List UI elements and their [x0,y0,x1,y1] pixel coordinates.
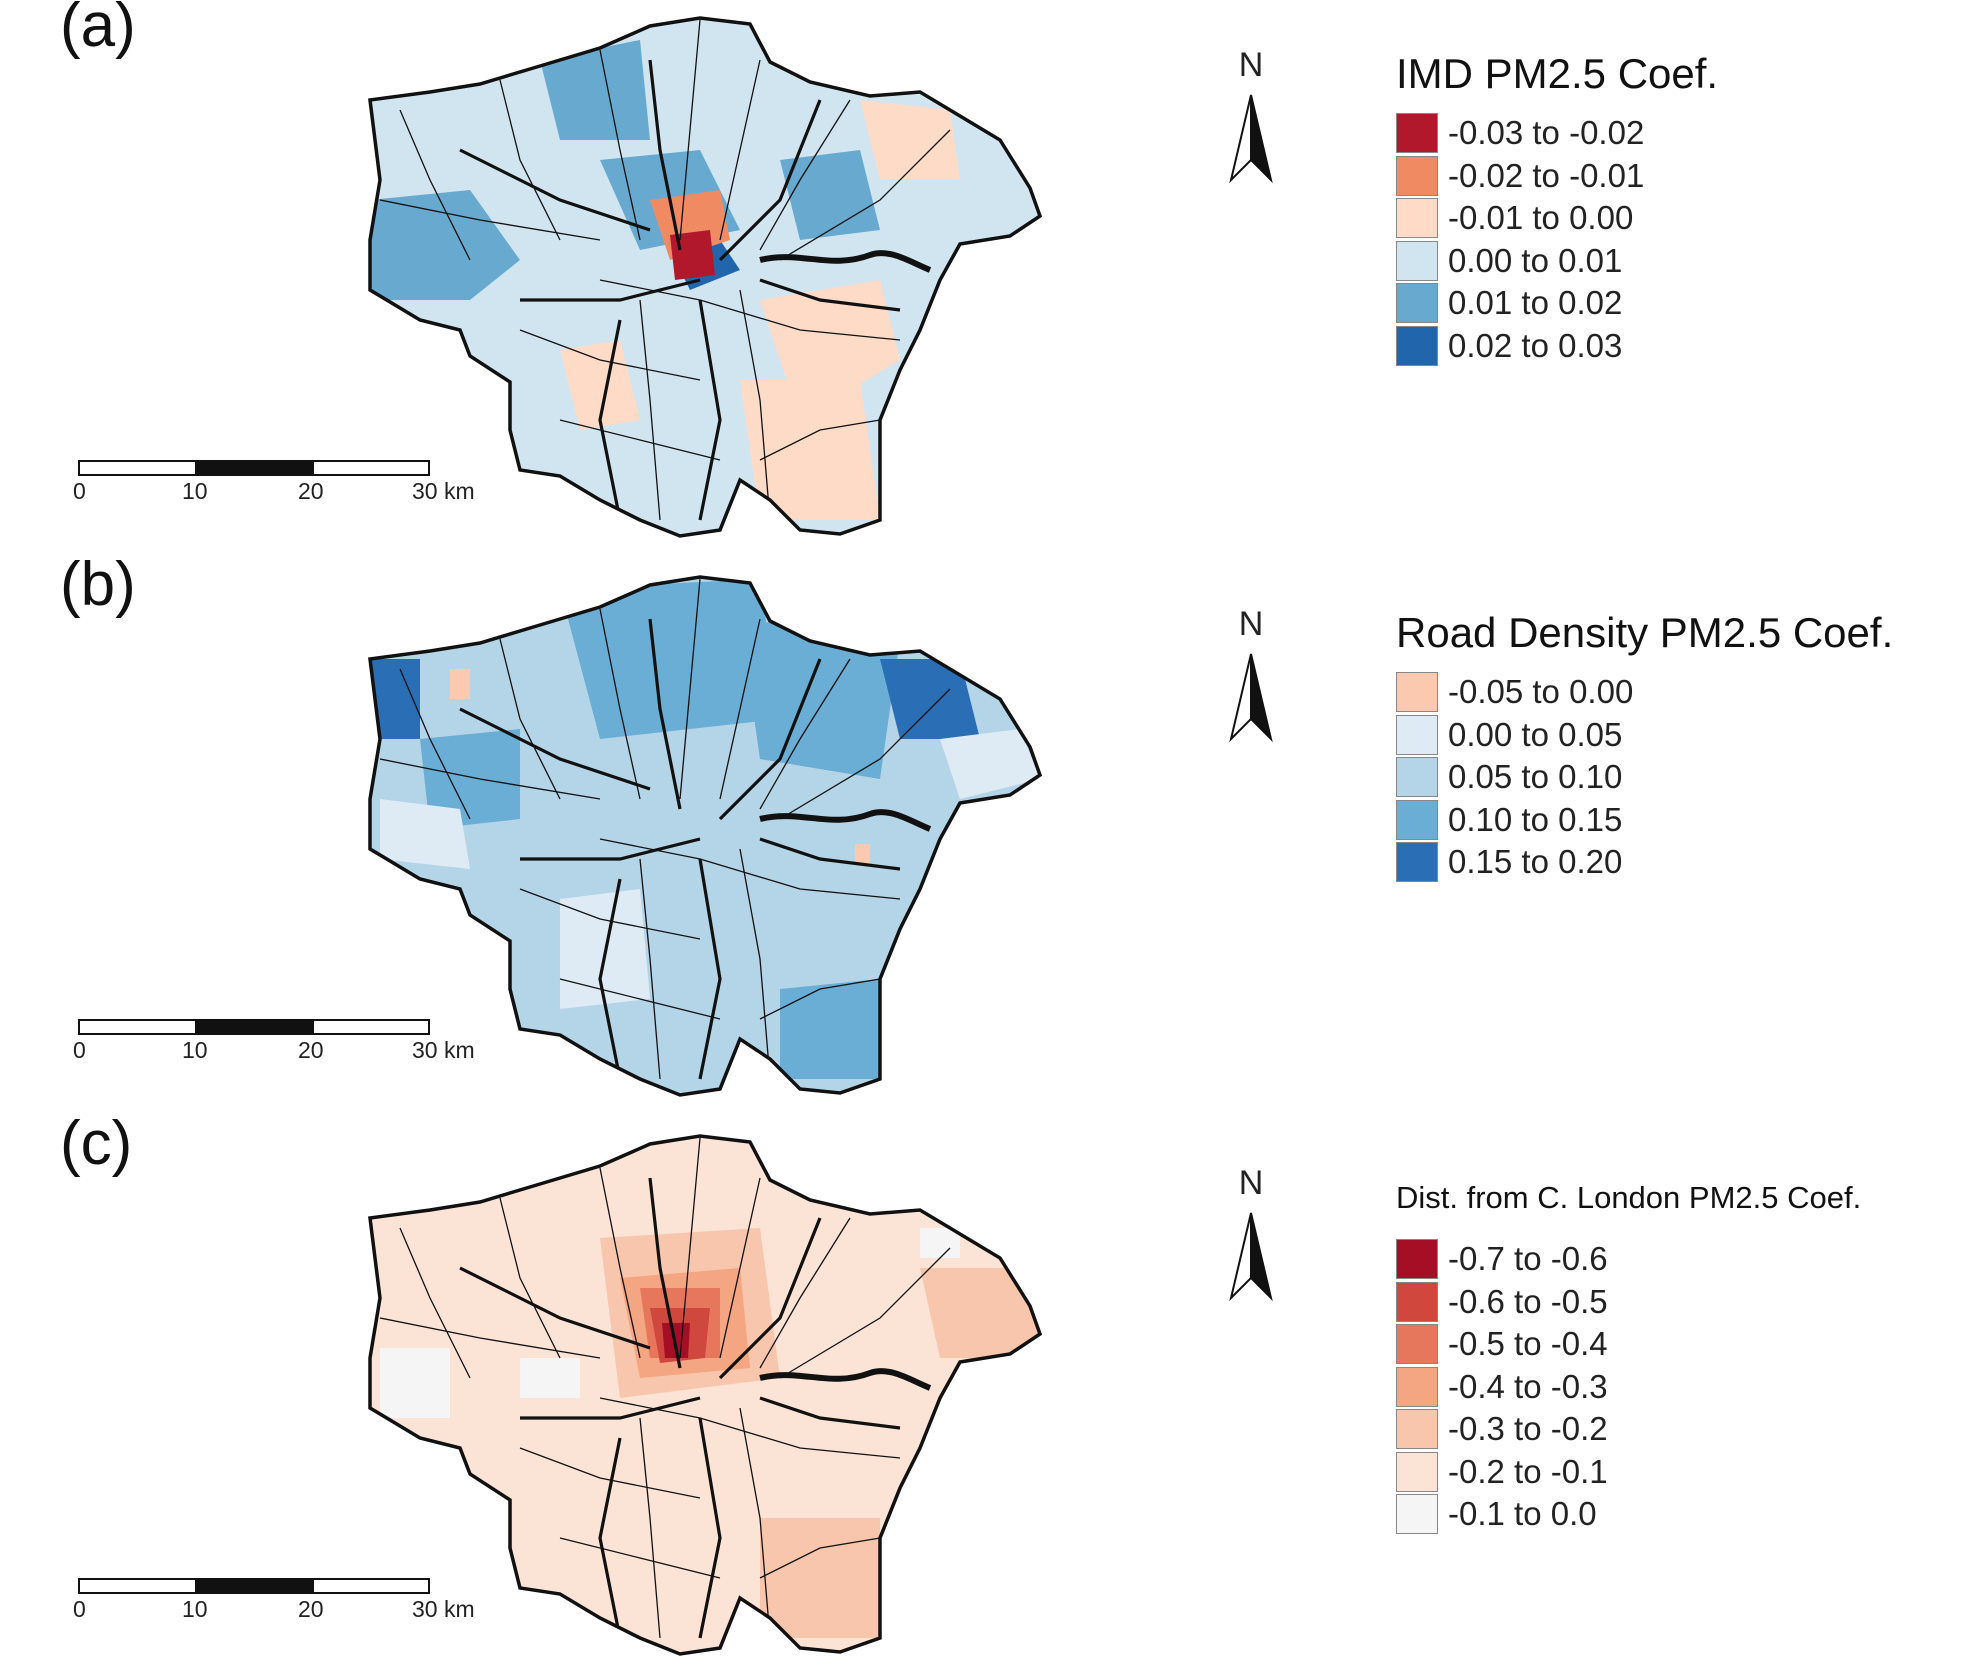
legend-item: -0.4 to -0.3 [1396,1366,1861,1409]
legend-swatch [1396,198,1438,239]
legend-item: -0.02 to -0.01 [1396,155,1718,198]
legend-item-label: -0.01 to 0.00 [1448,199,1634,237]
legend-item: 0.01 to 0.02 [1396,282,1718,325]
legend-item-label: -0.4 to -0.3 [1448,1367,1608,1405]
legend-swatch [1396,757,1438,798]
legend-item-label: -0.02 to -0.01 [1448,156,1645,194]
scale-tick: 20 [298,1596,324,1622]
legend-item: 0.10 to 0.15 [1396,799,1893,842]
legend: IMD PM2.5 Coef. -0.03 to -0.02 -0.02 to -… [1396,50,1718,367]
scale-bar [78,1019,430,1035]
legend-item-label: 0.15 to 0.20 [1448,843,1623,881]
scale-tick: 10 [182,1037,208,1063]
legend-item: -0.3 to -0.2 [1396,1408,1861,1451]
legend-item: -0.5 to -0.4 [1396,1323,1861,1366]
legend-title: IMD PM2.5 Coef. [1396,50,1719,97]
legend-item: -0.2 to -0.1 [1396,1451,1861,1494]
north-indicator: N [1226,46,1276,196]
legend-item: -0.6 to -0.5 [1396,1281,1861,1324]
legend-item: 0.00 to 0.05 [1396,714,1893,757]
legend-item: -0.05 to 0.00 [1396,671,1893,714]
north-label: N [1238,46,1264,84]
legend-item: 0.15 to 0.20 [1396,841,1893,884]
legend-swatch [1396,1281,1438,1322]
scale-tick: 30 km [412,1037,475,1063]
legend-item: 0.00 to 0.01 [1396,240,1718,283]
north-label: N [1238,605,1264,643]
north-arrow [1229,653,1273,743]
legend-swatch [1396,155,1438,196]
north-indicator: N [1226,1164,1276,1314]
legend-swatch [1396,672,1438,713]
legend-item-label: -0.2 to -0.1 [1448,1452,1608,1490]
legend-swatch [1396,842,1438,883]
legend-item: 0.02 to 0.03 [1396,325,1718,368]
north-indicator: N [1226,605,1276,755]
scale-ticks: 0 10 20 30 km [70,1596,490,1622]
legend-item-label: -0.3 to -0.2 [1448,1410,1608,1448]
legend-item-label: 0.02 to 0.03 [1448,326,1623,364]
choropleth-map [368,575,1273,1097]
legend-swatch [1396,799,1438,840]
choropleth-map [368,1134,1273,1656]
legend-title: Dist. from C. London PM2.5 Coef. [1396,1180,1862,1215]
legend-swatch [1396,1239,1438,1280]
panel-label: (b) [60,550,136,619]
panel-c: (c) N 0 10 20 30 km Dist. from C. London… [0,1109,1977,1677]
legend-item: -0.01 to 0.00 [1396,197,1718,240]
scale-tick: 10 [182,1596,208,1622]
legend-swatch [1396,113,1438,154]
legend-item-label: 0.05 to 0.10 [1448,758,1623,796]
legend-swatch [1396,325,1438,366]
legend-title: Road Density PM2.5 Coef. [1396,609,1894,656]
legend-swatch [1396,714,1438,755]
legend-swatch [1396,1366,1438,1407]
legend-item-label: 0.01 to 0.02 [1448,284,1623,322]
scale-tick: 0 [73,1596,86,1622]
legend-item-label: 0.00 to 0.05 [1448,715,1623,753]
legend: Dist. from C. London PM2.5 Coef. -0.7 to… [1396,1168,1861,1536]
legend-swatch [1396,1494,1438,1535]
scale-tick: 30 km [412,478,475,504]
panel-b: (b) N 0 10 20 30 km Road Density PM2.5 C… [0,550,1977,1118]
scale-tick: 10 [182,478,208,504]
legend-swatch [1396,240,1438,281]
legend-item-label: 0.10 to 0.15 [1448,800,1623,838]
scale-tick: 20 [298,1037,324,1063]
legend-item-label: 0.00 to 0.01 [1448,241,1623,279]
scale-tick: 0 [73,1037,86,1063]
legend-item: -0.7 to -0.6 [1396,1238,1861,1281]
legend-item-label: -0.05 to 0.00 [1448,673,1634,711]
legend-swatch [1396,1451,1438,1492]
legend-items: -0.7 to -0.6 -0.6 to -0.5 -0.5 to -0.4 -0.4… [1396,1238,1861,1536]
north-label: N [1238,1164,1264,1202]
legend-item: -0.03 to -0.02 [1396,112,1718,155]
scale-bar [78,1578,430,1594]
legend-items: -0.03 to -0.02 -0.02 to -0.01 -0.01 to 0.0… [1396,112,1718,367]
legend-item: 0.05 to 0.10 [1396,756,1893,799]
legend-item-label: -0.1 to 0.0 [1448,1495,1597,1533]
legend-swatch [1396,1409,1438,1450]
north-arrow [1229,1212,1273,1302]
scale-tick: 20 [298,478,324,504]
legend-swatch [1396,1324,1438,1365]
legend-items: -0.05 to 0.00 0.00 to 0.05 0.05 to 0.10 0.1… [1396,671,1893,884]
legend-item-label: -0.5 to -0.4 [1448,1325,1608,1363]
legend-item-label: -0.03 to -0.02 [1448,114,1645,152]
legend-item-label: -0.7 to -0.6 [1448,1240,1608,1278]
scale-ticks: 0 10 20 30 km [70,478,490,504]
legend: Road Density PM2.5 Coef. -0.05 to 0.00 0.… [1396,609,1893,884]
panel-label: (a) [60,0,136,60]
panel-a: (a) N 0 10 20 30 km IMD PM2.5 Coef. -0.0… [0,0,1977,559]
panel-label: (c) [60,1109,133,1178]
legend-swatch [1396,283,1438,324]
scale-bar [78,460,430,476]
legend-item-label: -0.6 to -0.5 [1448,1282,1608,1320]
choropleth-map [368,16,1273,538]
scale-tick: 30 km [412,1596,475,1622]
scale-ticks: 0 10 20 30 km [70,1037,490,1063]
scale-tick: 0 [73,478,86,504]
legend-item: -0.1 to 0.0 [1396,1493,1861,1536]
north-arrow [1229,94,1273,184]
